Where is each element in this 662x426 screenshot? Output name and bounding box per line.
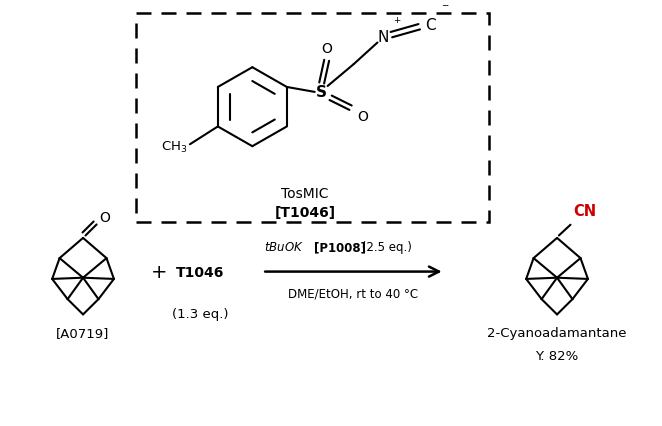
Text: CH$_3$: CH$_3$	[161, 139, 187, 154]
Text: TosMIC: TosMIC	[281, 186, 329, 200]
Text: O: O	[357, 109, 368, 123]
Text: DME/EtOH, rt to 40 °C: DME/EtOH, rt to 40 °C	[289, 287, 418, 300]
Text: +: +	[150, 262, 167, 282]
Text: $t$BuOK: $t$BuOK	[264, 241, 304, 254]
Text: O: O	[321, 42, 332, 56]
Text: O: O	[99, 210, 110, 225]
Text: [P1008]: [P1008]	[314, 241, 366, 254]
Text: N: N	[378, 30, 389, 45]
Text: CN: CN	[573, 204, 596, 219]
Text: (1.3 eq.): (1.3 eq.)	[172, 307, 229, 320]
Text: 2-Cyanoadamantane: 2-Cyanoadamantane	[487, 326, 627, 340]
Text: $^-$: $^-$	[440, 3, 450, 15]
Text: S: S	[316, 85, 327, 100]
Text: (2.5 eq.): (2.5 eq.)	[358, 241, 412, 254]
Text: C: C	[425, 18, 436, 33]
Text: Y. 82%: Y. 82%	[536, 349, 579, 362]
Bar	[136, 14, 489, 223]
Text: [T1046]: [T1046]	[275, 206, 336, 220]
Text: [A0719]: [A0719]	[56, 326, 110, 340]
Text: $^+$: $^+$	[393, 16, 402, 29]
Text: T1046: T1046	[176, 265, 224, 279]
